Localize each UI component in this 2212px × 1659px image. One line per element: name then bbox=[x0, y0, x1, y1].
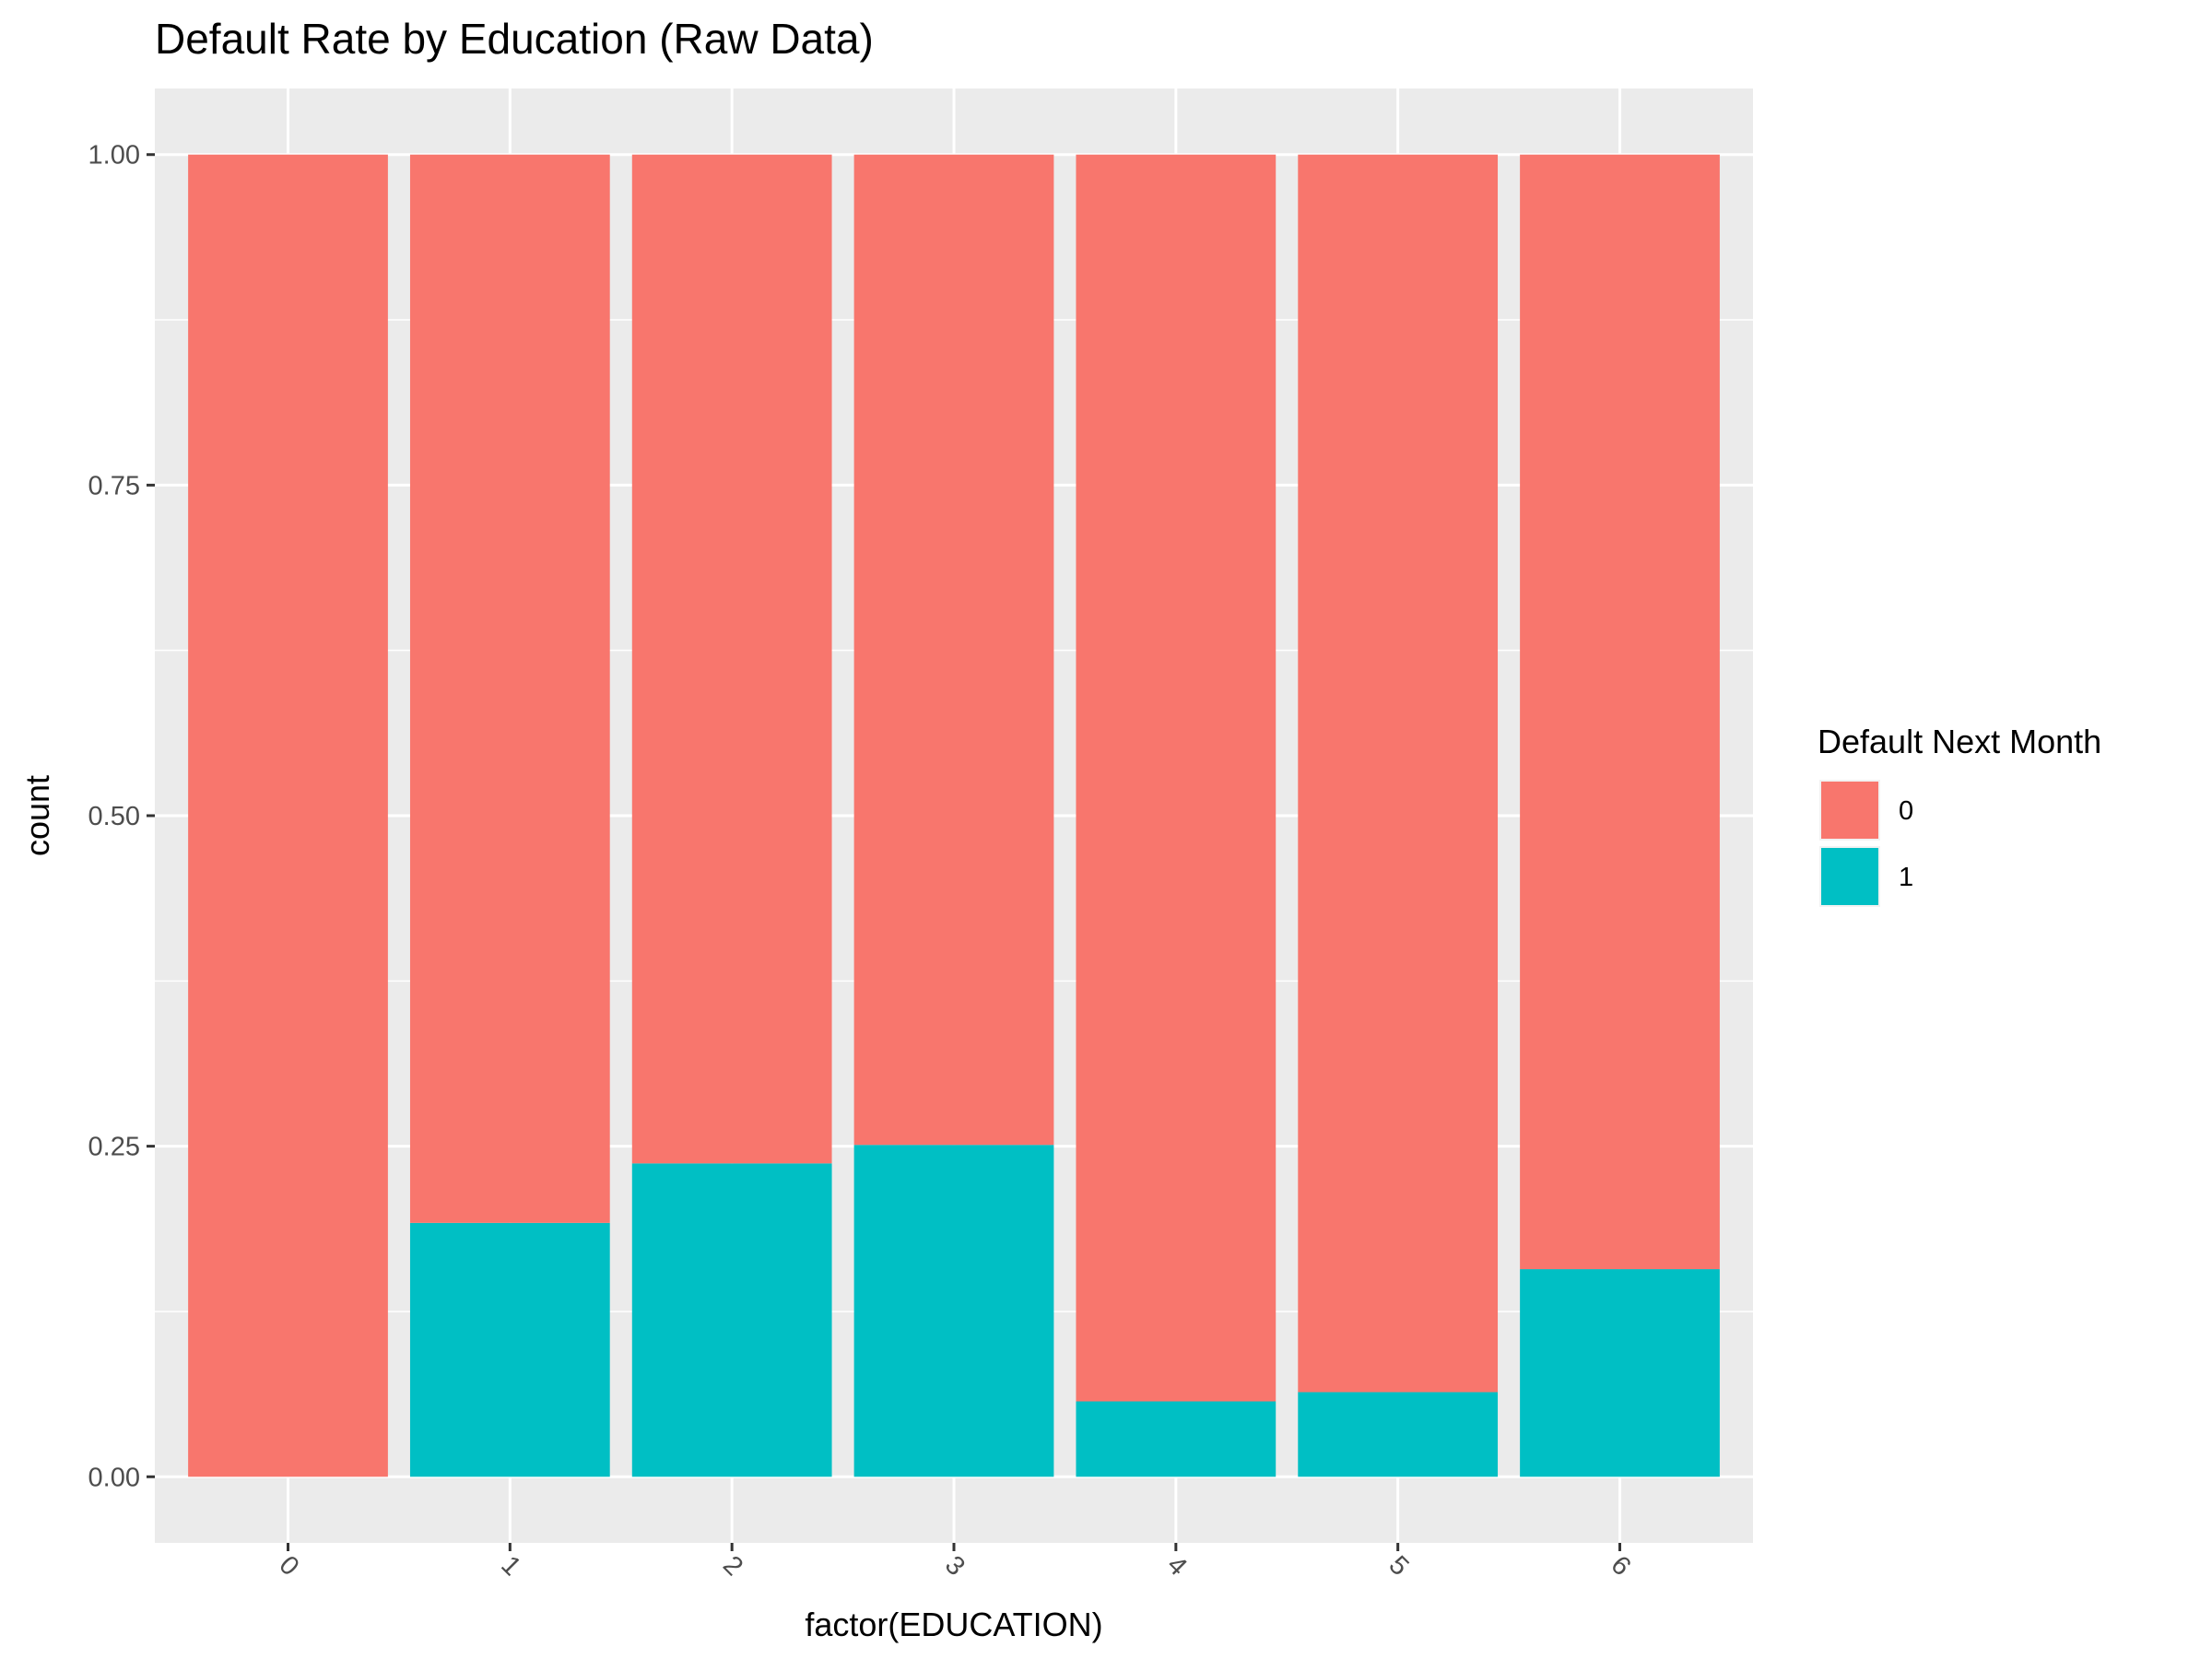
y-tick-label: 0.75 bbox=[88, 471, 140, 500]
bar-segment bbox=[1076, 154, 1277, 1402]
legend-title: Default Next Month bbox=[1818, 723, 2101, 760]
y-tick-label: 1.00 bbox=[88, 141, 140, 171]
legend-label: 1 bbox=[1899, 863, 1913, 892]
bar-segment bbox=[1298, 1392, 1499, 1477]
bar-segment bbox=[631, 154, 832, 1164]
legend: Default Next Month 0 1 bbox=[1818, 723, 2101, 907]
bar-segment bbox=[409, 154, 610, 1223]
bar-segment bbox=[409, 1222, 610, 1477]
y-axis: 0.00 0.25 0.50 0.75 1.00 bbox=[88, 141, 155, 1492]
y-axis-label: count bbox=[18, 775, 56, 856]
bar-segment bbox=[853, 154, 1054, 1146]
bar-segment bbox=[188, 154, 388, 1477]
bar-segment bbox=[1076, 1401, 1277, 1477]
y-tick-label: 0.00 bbox=[88, 1463, 140, 1492]
legend-label: 0 bbox=[1899, 796, 1913, 826]
bar-segment bbox=[1520, 154, 1720, 1270]
bar-segment bbox=[853, 1145, 1054, 1477]
y-tick-label: 0.25 bbox=[88, 1133, 140, 1162]
legend-swatch bbox=[1821, 782, 1878, 839]
y-tick-label: 0.50 bbox=[88, 802, 140, 831]
bars bbox=[188, 154, 1720, 1477]
x-axis-label: factor(EDUCATION) bbox=[805, 1606, 1102, 1643]
bar-segment bbox=[1520, 1269, 1720, 1477]
bar-segment bbox=[631, 1163, 832, 1477]
legend-swatch bbox=[1821, 848, 1878, 905]
bar-segment bbox=[1298, 154, 1499, 1393]
chart-title: Default Rate by Education (Raw Data) bbox=[155, 15, 874, 63]
